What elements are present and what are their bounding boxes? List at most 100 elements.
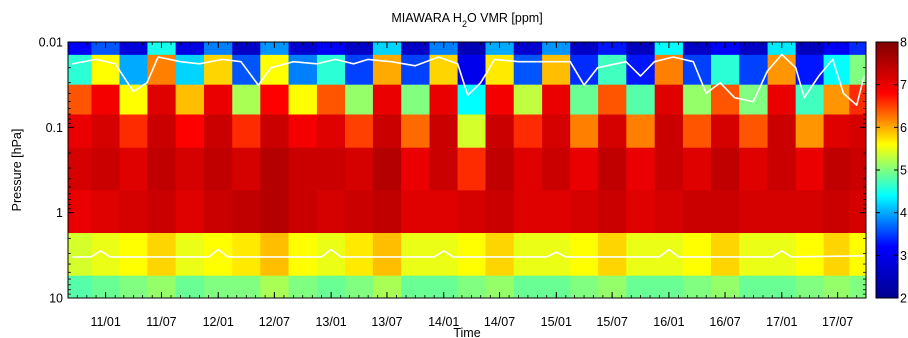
heatmap-cell [429, 275, 459, 298]
heatmap-cell [485, 190, 515, 234]
chart-title-subscript: 2 [462, 19, 467, 29]
heatmap-cell [175, 147, 205, 191]
colorbar-tick-label: 7 [900, 78, 907, 92]
chart-title: MIAWARA H2O VMR [ppm] [391, 11, 542, 29]
heatmap-cell [795, 190, 825, 234]
heatmap-cell [68, 233, 93, 277]
heatmap-cell [175, 114, 205, 149]
heatmap-cell [119, 114, 149, 149]
x-tick-label: 15/01 [541, 315, 572, 329]
heatmap-cell [457, 84, 487, 116]
heatmap-cell [513, 233, 543, 277]
heatmap-cell [711, 147, 740, 191]
heatmap-cell [795, 233, 825, 277]
heatmap-cell [485, 84, 515, 116]
heatmap-cell [68, 42, 93, 56]
heatmap-cell [739, 190, 769, 234]
heatmap [68, 42, 866, 298]
colorbar-tick-label: 2 [900, 292, 907, 306]
y-axis: 0.01 0.1 1 10 [39, 36, 866, 306]
heatmap-cell [288, 84, 318, 116]
heatmap-cell [288, 147, 318, 191]
heatmap-cell [513, 275, 543, 298]
heatmap-cell [513, 54, 543, 86]
heatmap-cell [767, 233, 797, 277]
heatmap-cell [68, 147, 93, 191]
heatmap-cell [849, 275, 866, 298]
x-tick-label: 11/01 [90, 315, 120, 329]
heatmap-cell [767, 54, 797, 86]
heatmap-cell [119, 42, 149, 56]
heatmap-cell [372, 42, 402, 56]
heatmap-cell [570, 42, 599, 56]
heatmap-cell [345, 42, 374, 56]
y-tick-label: 1 [56, 206, 63, 220]
heatmap-cell [232, 114, 261, 149]
heatmap-cell [542, 114, 571, 149]
heatmap-cell [204, 42, 233, 56]
heatmap-cell [316, 275, 346, 298]
heatmap-cell [598, 190, 627, 234]
heatmap-cell [598, 233, 627, 277]
heatmap-cell [204, 190, 233, 234]
colorbar-tick-label: 3 [900, 249, 907, 263]
heatmap-cell [795, 42, 825, 56]
heatmap-cell [542, 275, 571, 298]
heatmap-cell [598, 54, 627, 86]
heatmap-cell [542, 147, 571, 191]
heatmap-cell [457, 233, 487, 277]
heatmap-cell [598, 84, 627, 116]
heatmap-cell [849, 190, 866, 234]
heatmap-cell [91, 42, 121, 56]
heatmap-cell [767, 147, 797, 191]
heatmap-cell [91, 275, 121, 298]
heatmap-cell [513, 147, 543, 191]
heatmap-cell [570, 275, 599, 298]
x-axis: 11/01 11/07 12/01 12/07 13/01 13/07 14/01 14/07… [67, 42, 867, 329]
heatmap-cell [513, 42, 543, 56]
heatmap-cell [260, 147, 290, 191]
heatmap-cell [513, 114, 543, 149]
heatmap-cell [542, 42, 571, 56]
heatmap-cell [147, 147, 177, 191]
heatmap-cell [767, 114, 797, 149]
y-axis-label: Pressure [hPa] [10, 129, 24, 212]
heatmap-cell [485, 42, 515, 56]
heatmap-cell [91, 114, 121, 149]
heatmap-cell [823, 114, 850, 149]
heatmap-cell [598, 42, 627, 56]
heatmap-cell [119, 54, 149, 86]
heatmap-cell [457, 190, 487, 234]
heatmap-cell [232, 190, 261, 234]
colorbar-ticks: 2 3 4 5 6 7 8 [876, 36, 907, 306]
x-tick-label: 13/07 [371, 315, 402, 329]
contour-lines [72, 53, 865, 258]
heatmap-cell [401, 84, 431, 116]
heatmap-cell [823, 147, 850, 191]
heatmap-cell [345, 233, 374, 277]
heatmap-cell [457, 42, 487, 56]
x-axis-label: Time [453, 326, 480, 338]
heatmap-cell [260, 114, 290, 149]
heatmap-cell [147, 114, 177, 149]
heatmap-cell [260, 54, 290, 86]
heatmap-cell [682, 233, 712, 277]
heatmap-cell [626, 114, 656, 149]
heatmap-cell [542, 190, 571, 234]
heatmap-cell [147, 190, 177, 234]
heatmap-cell [711, 190, 740, 234]
plot-frame [67, 41, 867, 299]
heatmap-cell [711, 42, 740, 56]
heatmap-cell [598, 114, 627, 149]
heatmap-cell [175, 42, 205, 56]
heatmap-cell [626, 54, 656, 86]
heatmap-cell [175, 233, 205, 277]
heatmap-cell [542, 54, 571, 86]
heatmap-cell [119, 190, 149, 234]
heatmap-cell [654, 84, 684, 116]
heatmap-cell [626, 275, 656, 298]
x-tick-label: 13/01 [315, 315, 346, 329]
chart-title-rest: O VMR [ppm] [467, 11, 543, 25]
heatmap-cell [316, 114, 346, 149]
heatmap-cell [288, 42, 318, 56]
